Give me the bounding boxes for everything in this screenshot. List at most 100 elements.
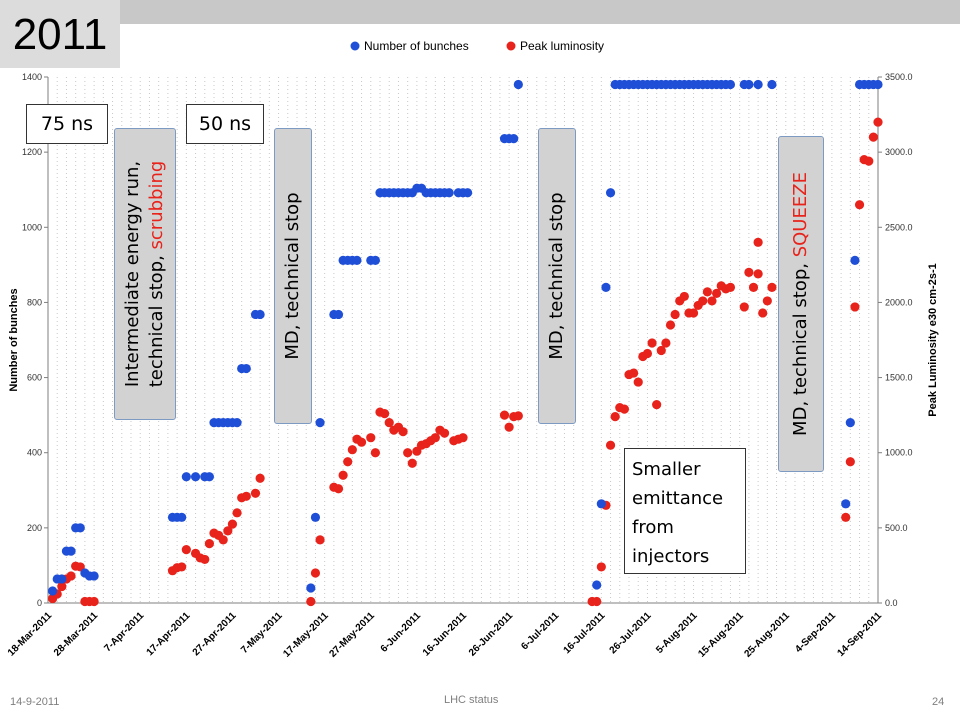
luminosity-point bbox=[398, 427, 408, 437]
bunches-point bbox=[75, 523, 85, 533]
x-tick-label: 27-Apr-2011 bbox=[191, 610, 239, 658]
bunches-point bbox=[89, 571, 99, 581]
luminosity-point bbox=[204, 539, 214, 549]
annotation-intermediate-energy-run: Intermediate energy run, technical stop,… bbox=[114, 128, 176, 420]
luminosity-point bbox=[596, 562, 606, 572]
luminosity-point bbox=[310, 568, 321, 578]
luminosity-point bbox=[315, 535, 325, 545]
annotation-squeeze: SQUEEZE bbox=[790, 172, 811, 258]
luminosity-point bbox=[702, 287, 712, 297]
luminosity-point bbox=[333, 484, 344, 494]
y-left-tick-label: 1400 bbox=[22, 72, 42, 82]
x-tick-label: 18-Mar-2011 bbox=[6, 610, 55, 659]
luminosity-point bbox=[384, 418, 394, 428]
luminosity-point bbox=[619, 404, 629, 414]
x-tick-label: 26-Jul-2011 bbox=[608, 610, 654, 656]
annotation-md-technical-stop-2-text: MD, technical stop bbox=[546, 192, 567, 360]
luminosity-point bbox=[177, 562, 187, 572]
annotation-squeeze-text: MD, technical stop, SQUEEZE bbox=[789, 172, 813, 436]
luminosity-point bbox=[629, 368, 639, 378]
luminosity-point bbox=[610, 412, 620, 422]
bunches-point bbox=[509, 134, 519, 144]
luminosity-point bbox=[864, 156, 874, 166]
annotation-smaller-line-4: injectors bbox=[632, 546, 710, 567]
luminosity-point bbox=[218, 535, 228, 545]
bunches-point bbox=[310, 512, 321, 522]
luminosity-point bbox=[762, 296, 772, 306]
luminosity-point bbox=[665, 320, 676, 330]
luminosity-point bbox=[845, 457, 855, 467]
bunches-point bbox=[605, 188, 616, 198]
luminosity-point bbox=[642, 348, 653, 359]
annotation-smaller-line-3: from bbox=[632, 517, 674, 538]
legend-luminosity-label: Peak luminosity bbox=[520, 39, 604, 53]
annotation-smaller-line-2: emittance bbox=[632, 488, 724, 509]
luminosity-point bbox=[223, 526, 233, 536]
y-left-tick-label: 600 bbox=[27, 373, 42, 383]
luminosity-point bbox=[753, 237, 763, 247]
bunches-point bbox=[204, 472, 214, 482]
bunches-point bbox=[873, 79, 883, 90]
luminosity-point bbox=[850, 302, 860, 312]
luminosity-point bbox=[89, 596, 99, 607]
luminosity-point bbox=[306, 596, 316, 607]
y-right-tick-label: 1500.0 bbox=[885, 373, 913, 383]
bunches-point bbox=[845, 418, 855, 428]
luminosity-point bbox=[758, 308, 768, 318]
y-right-tick-label: 2500.0 bbox=[885, 222, 913, 232]
luminosity-point bbox=[255, 473, 265, 483]
luminosity-point bbox=[356, 437, 367, 447]
bunches-point bbox=[513, 79, 523, 90]
annotation-md-technical-stop-2: MD, technical stop bbox=[538, 128, 576, 424]
luminosity-point bbox=[707, 296, 717, 306]
annotation-scrubbing: scrubbing bbox=[146, 160, 167, 250]
luminosity-point bbox=[407, 458, 417, 468]
footer-title: LHC status bbox=[444, 694, 499, 706]
y-axis-right-label: Peak Luminosity e30 cm-2s-1 bbox=[927, 263, 939, 416]
luminosity-point bbox=[200, 554, 210, 565]
luminosity-point bbox=[232, 508, 242, 518]
luminosity-point bbox=[688, 308, 699, 318]
luminosity-point bbox=[66, 571, 76, 581]
y-left-tick-label: 0 bbox=[37, 598, 42, 608]
luminosity-point bbox=[181, 545, 191, 555]
luminosity-point bbox=[458, 433, 468, 443]
annotation-intermediate-energy-text: Intermediate energy run, technical stop,… bbox=[121, 161, 169, 388]
luminosity-point bbox=[679, 291, 689, 302]
x-tick-label: 6-Jul-2011 bbox=[519, 610, 561, 652]
luminosity-point bbox=[592, 596, 602, 607]
luminosity-point bbox=[403, 448, 413, 458]
luminosity-point bbox=[633, 377, 643, 387]
luminosity-point bbox=[250, 488, 261, 498]
y-right-tick-label: 0.0 bbox=[885, 598, 898, 608]
luminosity-point bbox=[370, 448, 380, 458]
y-right-tick-label: 3000.0 bbox=[885, 147, 913, 157]
bunches-point bbox=[190, 472, 201, 482]
x-tick-label: 6-Jun-2011 bbox=[379, 610, 424, 655]
annotation-line-1: Intermediate energy run, bbox=[122, 160, 143, 388]
bunches-point bbox=[232, 418, 242, 428]
x-tick-label: 7-May-2011 bbox=[239, 610, 285, 656]
luminosity-point bbox=[338, 470, 348, 480]
y-left-tick-label: 800 bbox=[27, 297, 42, 307]
y-right-tick-label: 2000.0 bbox=[885, 297, 913, 307]
footer-page-number: 24 bbox=[932, 696, 945, 708]
luminosity-point bbox=[656, 345, 666, 356]
luminosity-point bbox=[366, 433, 376, 443]
legend-bunches-marker bbox=[350, 41, 360, 51]
luminosity-point bbox=[868, 132, 878, 142]
luminosity-point bbox=[380, 409, 390, 419]
luminosity-point bbox=[767, 282, 777, 292]
bunches-point bbox=[463, 188, 473, 198]
luminosity-point bbox=[670, 309, 680, 320]
legend: Number of bunches Peak luminosity bbox=[350, 39, 604, 53]
bunches-point bbox=[725, 79, 736, 90]
annotation-line-2: technical stop, bbox=[146, 249, 167, 388]
luminosity-point bbox=[347, 445, 357, 455]
luminosity-point bbox=[873, 117, 883, 127]
bunches-point bbox=[48, 586, 58, 596]
luminosity-point bbox=[499, 410, 510, 420]
bunches-point bbox=[592, 580, 602, 590]
annotation-smaller-line-1: Smaller bbox=[632, 459, 701, 480]
x-tick-label: 4-Sep-2011 bbox=[793, 610, 838, 655]
